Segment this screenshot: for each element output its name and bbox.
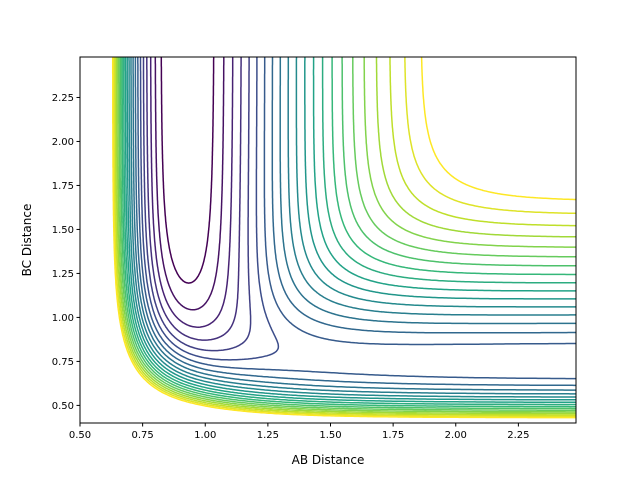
contour-level--400 [132,57,576,391]
contour-level--180 [114,57,576,416]
contour-level--440 [137,57,576,380]
contour-level--340 [126,57,576,401]
contour-level--320 [124,57,576,404]
contour-level--220 [117,57,576,413]
x-tick-label: 0.75 [131,430,153,441]
y-tick-label: 1.25 [52,269,74,280]
plot-frame [79,56,577,424]
contour-level--460 [139,57,280,361]
contour-level--520 [149,57,234,328]
contour-level--420 [134,57,576,387]
contour-lines [111,57,576,419]
contour-level--500 [146,57,242,341]
contour-level--160 [113,57,576,418]
x-tick-label: 1.75 [382,430,404,441]
contour-level--300 [123,57,576,406]
contour-level--260 [119,57,576,410]
y-axis-ticks: 0.50 0.75 1.00 1.25 1.50 1.75 2.00 2.25 [52,93,80,412]
x-tick-label: 1.25 [257,430,279,441]
x-axis-label: AB Distance [292,453,365,467]
contour-level--380 [130,57,576,395]
y-tick-label: 0.75 [52,357,74,368]
y-tick-label: 2.25 [52,93,74,104]
y-axis-label: BC Distance [20,204,34,277]
x-tick-label: 1.50 [319,430,341,441]
x-tick-label: 2.00 [445,430,467,441]
x-tick-label: 0.50 [69,430,91,441]
y-tick-label: 2.00 [52,137,74,148]
contour-level--280 [121,57,576,408]
x-axis-ticks: 0.50 0.75 1.00 1.25 1.50 1.75 2.00 2.25 [69,423,530,441]
x-tick-label: 1.00 [194,430,216,441]
x-tick-label: 2.25 [507,430,529,441]
y-tick-label: 1.50 [52,225,74,236]
contour-level--360 [128,57,576,398]
contour-level--140 [111,57,576,419]
y-tick-label: 1.75 [52,181,74,192]
contour-level--480 [142,57,252,352]
contour-level--560 [160,57,215,284]
contour-level--200 [115,57,576,415]
contour-level--540 [154,57,225,311]
y-tick-label: 1.00 [52,313,74,324]
y-tick-label: 0.50 [52,401,74,412]
contour-level--240 [118,57,576,411]
